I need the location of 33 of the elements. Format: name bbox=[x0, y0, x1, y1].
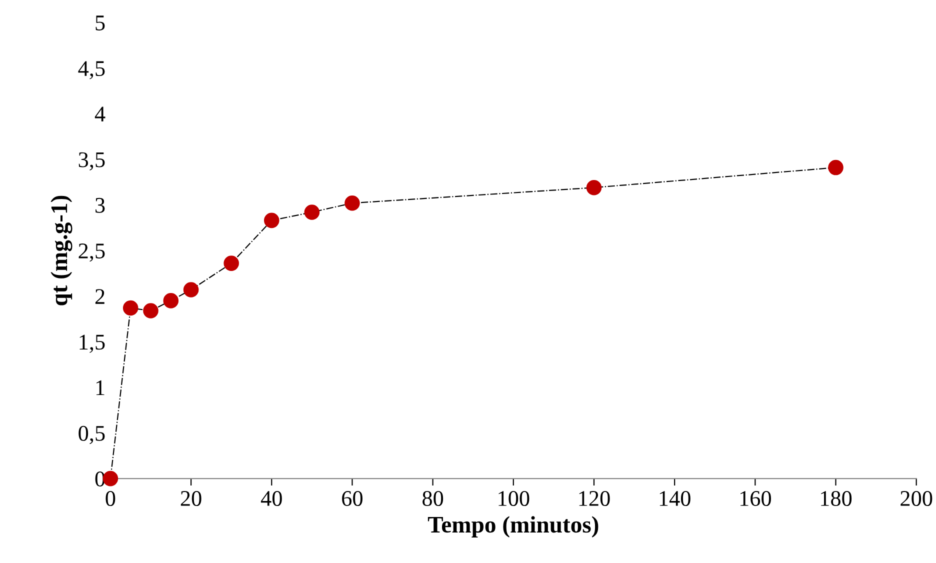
y-tick-label: 1 bbox=[96, 380, 104, 396]
x-tick-label: 20 bbox=[180, 491, 202, 506]
x-tick-label: 180 bbox=[821, 491, 852, 506]
y-tick-label: 2 bbox=[95, 289, 104, 304]
x-tick-label: 120 bbox=[579, 491, 610, 506]
point bbox=[143, 303, 158, 318]
y-tick-label: 1,5 bbox=[80, 334, 105, 353]
y-tick-label: 2,5 bbox=[78, 244, 105, 262]
point bbox=[163, 293, 179, 308]
x-axis-title: Tempo (minutos) bbox=[428, 516, 598, 538]
point bbox=[264, 212, 280, 228]
point bbox=[828, 160, 844, 176]
y-tick-label: 0,5 bbox=[78, 426, 105, 444]
y-tick-label: 4 bbox=[94, 106, 106, 122]
y-tick-label: 3,5 bbox=[78, 152, 105, 170]
x-tick-label: 60 bbox=[342, 491, 362, 506]
point bbox=[304, 204, 320, 220]
point bbox=[586, 180, 602, 196]
x-tick-label: 40 bbox=[260, 491, 282, 506]
x-tick-label: 0 bbox=[106, 491, 116, 506]
y-tick-label: 3 bbox=[96, 198, 105, 213]
point bbox=[224, 256, 239, 271]
y-tick-label: 4,5 bbox=[78, 61, 105, 80]
y-axis-title: qt (mg.g-1) bbox=[50, 196, 72, 306]
x-tick-label: 100 bbox=[498, 491, 530, 506]
point bbox=[344, 195, 360, 211]
x-tick-label: 160 bbox=[740, 491, 771, 506]
x-tick-label: 200 bbox=[900, 491, 932, 506]
x-tick-label: 80 bbox=[422, 491, 444, 506]
x-tick-label: 140 bbox=[660, 491, 690, 506]
point bbox=[183, 282, 199, 298]
point bbox=[122, 300, 138, 316]
y-tick-label: 5 bbox=[96, 16, 105, 30]
